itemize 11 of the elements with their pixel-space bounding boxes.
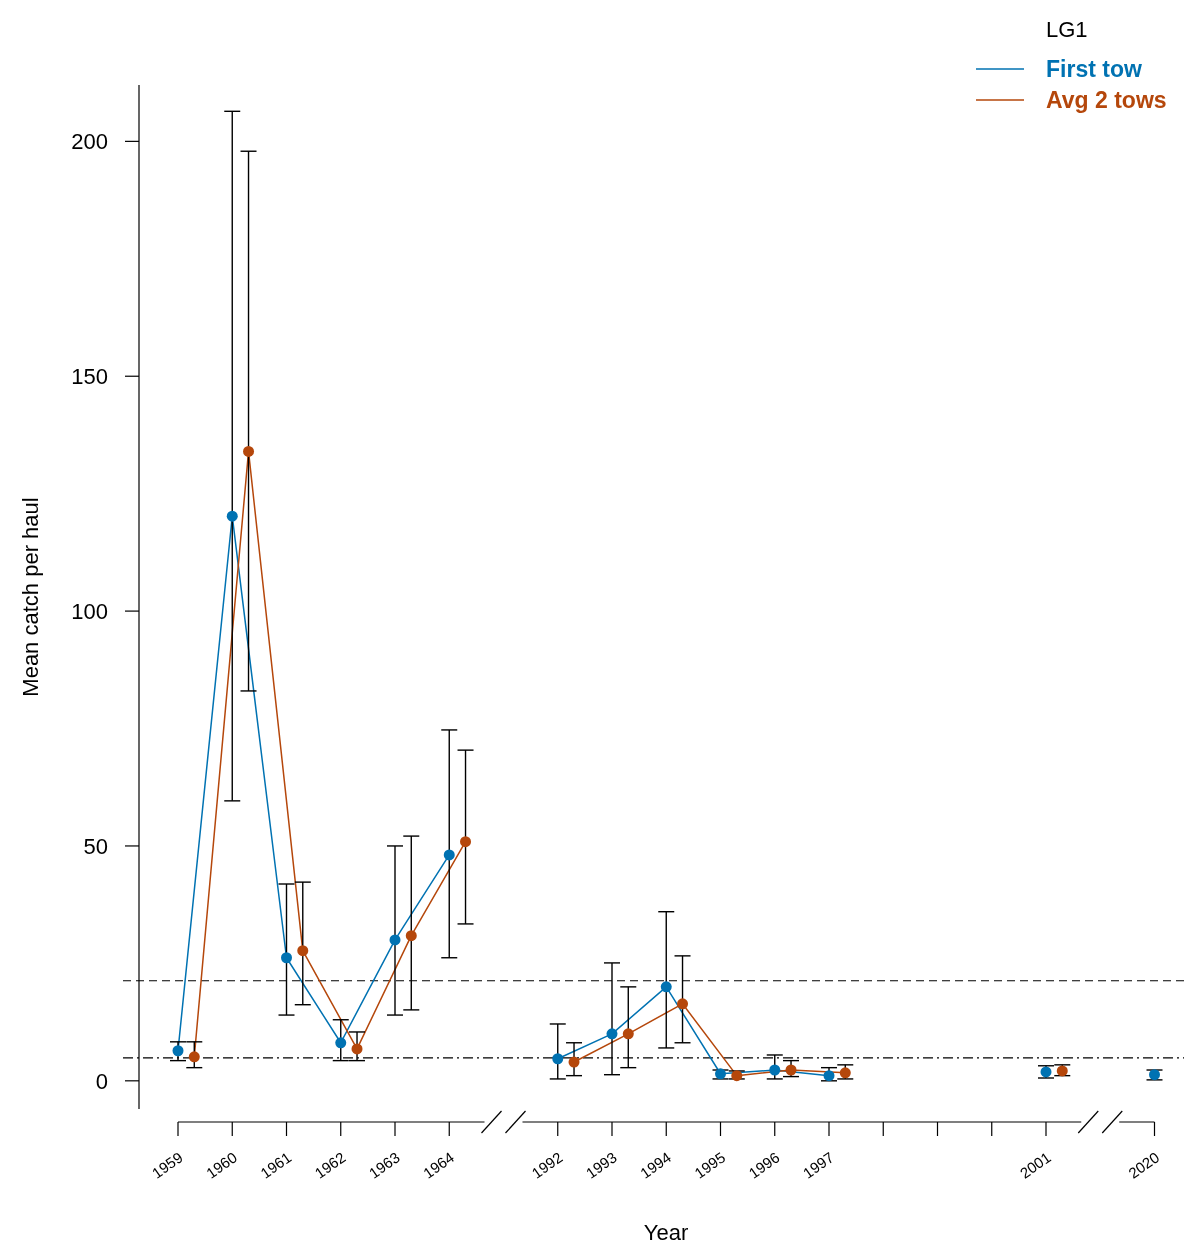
- y-tick-label: 50: [83, 833, 108, 859]
- y-tick-label: 200: [71, 129, 108, 155]
- y-tick-label: 0: [95, 1068, 108, 1094]
- x-tick-label: 1960: [202, 1148, 240, 1182]
- y-axis-title: Mean catch per haul: [18, 497, 43, 697]
- y-tick-label: 100: [71, 598, 108, 624]
- y-tick-label: 150: [71, 363, 108, 389]
- legend-label: Avg 2 tows: [1046, 87, 1167, 114]
- legend-title: LG1: [1046, 17, 1088, 42]
- legend-label: First tow: [1046, 56, 1142, 83]
- x-axis-title: Year: [643, 1220, 689, 1240]
